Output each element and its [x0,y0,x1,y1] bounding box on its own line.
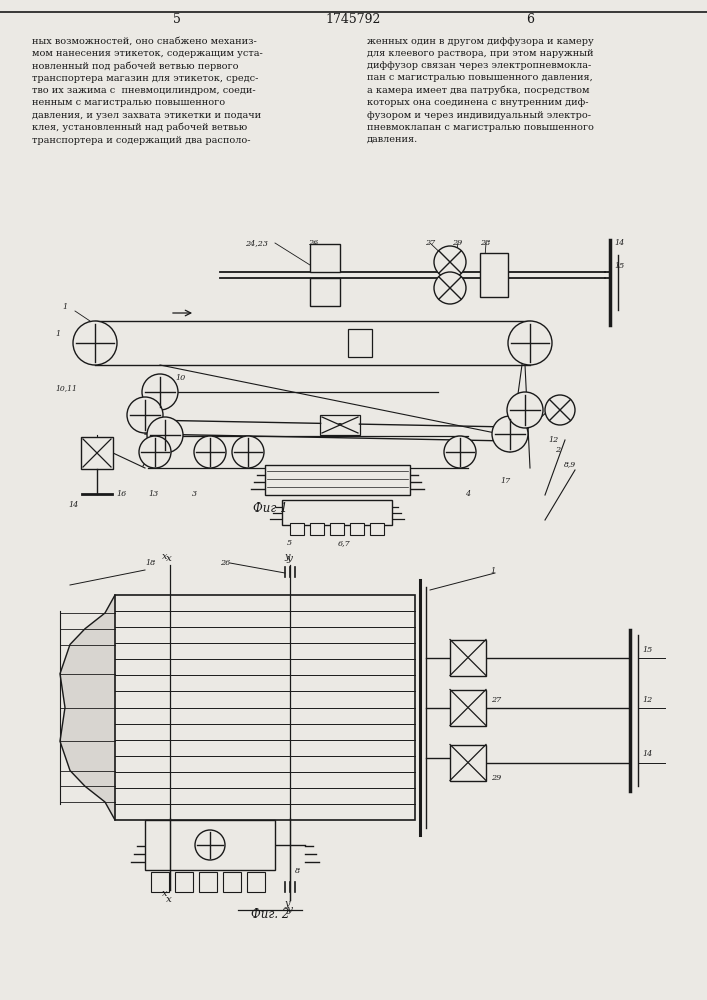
Circle shape [434,272,466,304]
Bar [151,872,169,892]
Bar [310,278,340,306]
Text: 18: 18 [145,559,156,567]
Circle shape [127,397,163,433]
Bar [330,523,344,535]
Text: y: y [284,552,289,561]
Circle shape [545,395,575,425]
Text: x: x [166,554,172,563]
Circle shape [492,416,528,452]
Bar [282,500,392,525]
Text: Фиг 1: Фиг 1 [252,502,287,515]
Text: Фиг. 2: Фиг. 2 [251,908,289,921]
Text: 1: 1 [62,303,67,311]
Text: 1: 1 [490,567,495,575]
Text: 26: 26 [220,559,230,567]
Polygon shape [60,595,115,820]
Bar [320,415,360,435]
Text: 1: 1 [55,330,60,338]
Bar [350,523,364,535]
Text: 29: 29 [491,774,501,782]
Bar [175,872,193,892]
Text: 3: 3 [192,490,197,498]
Circle shape [195,830,225,860]
Bar [81,437,113,469]
Text: 12: 12 [548,436,559,444]
Bar [310,523,324,535]
Text: 8,9: 8,9 [564,460,576,468]
Text: x: x [166,895,172,904]
Text: 16: 16 [116,490,127,498]
Circle shape [434,246,466,278]
Bar [247,872,265,892]
Text: 4: 4 [465,490,470,498]
Bar [450,640,486,676]
Circle shape [194,436,226,468]
Bar [370,523,384,535]
Text: 6,7: 6,7 [338,539,351,547]
Bar [115,595,415,820]
Circle shape [142,374,178,410]
Bar [265,465,410,495]
Text: 17: 17 [500,477,510,485]
Text: 15: 15 [614,262,624,270]
Bar [480,253,508,297]
Text: 13: 13 [148,490,158,498]
Text: 10,11: 10,11 [55,384,77,392]
Bar [223,872,241,892]
Text: 5: 5 [287,539,292,547]
Text: y: y [286,554,292,563]
Text: 26: 26 [308,239,318,247]
Bar [199,872,217,892]
Bar [450,690,486,726]
Text: 27: 27 [425,239,436,247]
Text: 5: 5 [173,13,181,26]
Bar [145,820,275,870]
Text: 12: 12 [642,696,653,704]
Polygon shape [322,417,358,433]
Text: 29: 29 [452,239,462,247]
Text: x: x [162,889,168,898]
Bar [310,244,340,272]
Text: ных возможностей, оно снабжено механиз-
мом нанесения этикеток, содержащим уста-: ных возможностей, оно снабжено механиз- … [32,37,263,145]
Circle shape [73,321,117,365]
Text: 2: 2 [555,446,560,454]
Bar [290,523,304,535]
Text: x: x [162,552,168,561]
Text: 15: 15 [642,646,653,654]
Text: 28: 28 [480,239,490,247]
Text: 24,23: 24,23 [245,239,268,247]
Bar [348,329,372,357]
Bar [450,744,486,780]
Circle shape [508,321,552,365]
Text: женных один в другом диффузора и камеру
для клеевого раствора, при этом наружный: женных один в другом диффузора и камеру … [367,37,594,144]
Circle shape [232,436,264,468]
Text: 6: 6 [526,13,534,26]
Text: y: y [286,905,292,914]
Circle shape [444,436,476,468]
Text: 27: 27 [491,696,501,704]
Circle shape [147,417,183,453]
Text: 1745792: 1745792 [325,13,380,26]
Text: 14: 14 [68,501,78,509]
Text: 14: 14 [642,750,653,758]
Circle shape [139,436,171,468]
Text: 14: 14 [614,239,624,247]
Text: y: y [284,899,289,908]
Circle shape [507,392,543,428]
Text: 8: 8 [295,867,300,875]
Text: 10: 10 [175,374,185,382]
